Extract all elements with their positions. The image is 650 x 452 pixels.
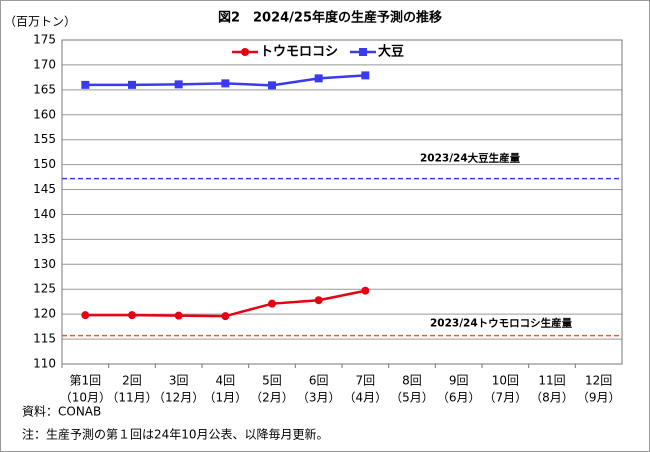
x-tick-label: （11月） — [106, 391, 157, 405]
marker — [268, 81, 276, 90]
x-tick-label: 2回 — [122, 374, 142, 388]
y-tick-label: 115 — [33, 332, 56, 346]
marker — [314, 74, 323, 83]
y-axis-label: （百万トン） — [4, 15, 76, 29]
y-tick-label: 165 — [33, 82, 56, 96]
x-tick-label: 4回 — [216, 374, 236, 388]
x-tick-label: 5回 — [262, 374, 282, 388]
x-tick-label: （10月） — [60, 391, 111, 405]
marker — [81, 80, 90, 89]
y-tick-label: 160 — [33, 107, 56, 121]
x-tick-label: 10回 — [492, 374, 519, 388]
note: 注：生産予測の第１回は24年10月公表、以降毎月更新。 — [22, 427, 329, 442]
marker — [174, 311, 183, 320]
reference-label: 2023/24大豆生産量 — [420, 152, 521, 165]
y-tick-label: 135 — [33, 232, 56, 246]
marker — [221, 312, 230, 321]
marker — [221, 79, 230, 88]
x-tick-label: （8月） — [530, 391, 574, 405]
x-tick-label: 12回 — [585, 374, 612, 388]
y-tick-label: 120 — [33, 307, 56, 321]
marker — [314, 296, 323, 305]
x-tick-label: 9回 — [449, 374, 469, 388]
note: 資料：CONAB — [22, 405, 101, 419]
x-tick-label: 11回 — [538, 374, 565, 388]
x-tick-label: （3月） — [297, 391, 341, 405]
legend-label: 大豆 — [378, 44, 404, 60]
marker — [81, 311, 90, 320]
x-tick-label: （9月） — [577, 391, 621, 405]
y-tick-label: 110 — [33, 357, 56, 371]
x-tick-label: 第1回 — [70, 374, 102, 388]
x-tick-label: （4月） — [344, 391, 388, 405]
x-tick-label: （1月） — [204, 391, 248, 405]
reference-label: 2023/24トウモロコシ生産量 — [430, 317, 573, 330]
x-tick-label: 8回 — [402, 374, 422, 388]
marker — [361, 286, 370, 295]
marker — [361, 71, 370, 80]
y-tick-label: 155 — [33, 132, 56, 146]
marker — [174, 80, 183, 89]
y-tick-label: 125 — [33, 282, 56, 296]
x-tick-label: （12月） — [153, 391, 204, 405]
x-tick-label: （7月） — [484, 391, 528, 405]
legend-marker — [241, 48, 249, 56]
marker — [128, 311, 136, 320]
x-tick-label: （6月） — [437, 391, 481, 405]
chart-title: 図2 2024/25年度の生産予測の推移 — [218, 10, 442, 26]
marker — [268, 299, 276, 308]
y-tick-label: 175 — [33, 33, 56, 47]
x-tick-label: （5月） — [390, 391, 434, 405]
y-tick-label: 140 — [33, 207, 56, 221]
y-tick-label: 130 — [33, 257, 56, 271]
y-tick-label: 170 — [33, 57, 56, 71]
legend-label: トウモロコシ — [260, 45, 338, 60]
x-tick-label: （2月） — [250, 391, 294, 405]
y-tick-label: 150 — [33, 157, 56, 171]
x-tick-label: 3回 — [169, 374, 189, 388]
x-tick-label: 7回 — [356, 374, 376, 388]
y-tick-label: 145 — [33, 182, 56, 196]
marker — [128, 80, 136, 89]
legend-marker — [359, 48, 367, 56]
x-tick-label: 6回 — [309, 374, 329, 388]
